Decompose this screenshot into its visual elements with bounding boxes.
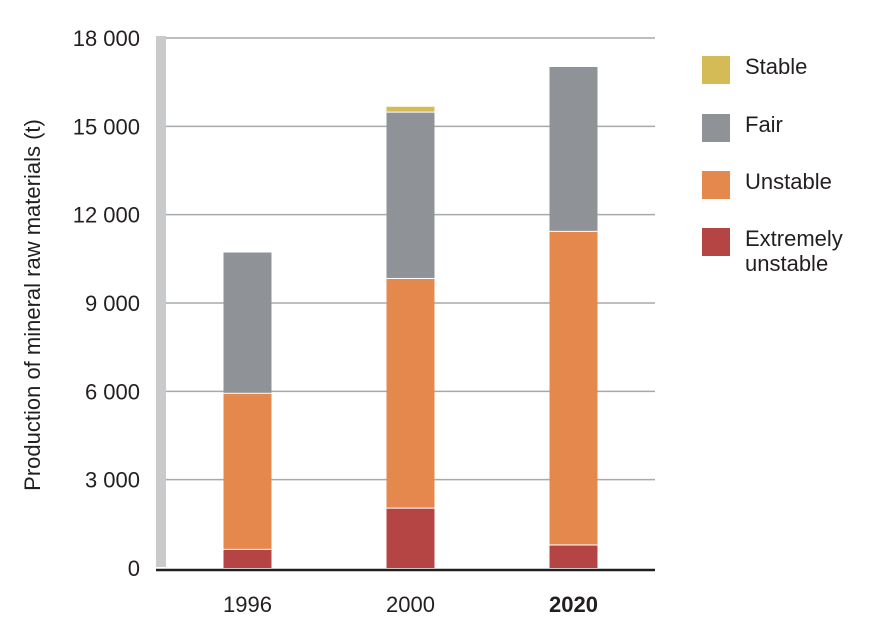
bar-segment [223, 548, 272, 568]
legend-swatch [702, 171, 730, 199]
legend-swatch [702, 56, 730, 84]
y-tick-label: 3 000 [85, 468, 140, 493]
y-axis-bar [156, 36, 166, 567]
y-tick-label: 15 000 [73, 114, 140, 139]
legend-label: Stable [745, 54, 808, 79]
bar-segment [223, 251, 272, 393]
x-tick-labels: 1996 2000 2020 [223, 592, 598, 617]
y-tick-label: 0 [128, 556, 140, 581]
y-tick-label: 6 000 [85, 379, 140, 404]
bar-segment [549, 230, 598, 545]
y-tick-label: 12 000 [73, 203, 140, 228]
x-tick-label: 1996 [223, 592, 272, 617]
y-tick-labels: 0 3 000 6 000 9 000 12 000 15 000 18 000 [73, 26, 140, 581]
bar-segment [223, 392, 272, 549]
legend-label: Fair [745, 112, 783, 137]
bar-segment [549, 544, 598, 568]
legend-label: Unstable [745, 169, 832, 194]
bar-segment [386, 111, 435, 278]
bar-segment [549, 65, 598, 231]
legend-swatch [702, 228, 730, 256]
bar-segment [386, 105, 435, 112]
legend-swatch [702, 114, 730, 142]
legend-label: Extremely unstable [745, 226, 843, 276]
x-tick-label: 2020 [549, 592, 598, 617]
y-tick-label: 9 000 [85, 291, 140, 316]
bar-segment [386, 277, 435, 508]
x-tick-label: 2000 [386, 592, 435, 617]
y-axis-title: Production of mineral raw materials (t) [20, 119, 45, 491]
bar-segment [386, 507, 435, 568]
axes [156, 36, 655, 572]
bars [223, 64, 598, 568]
y-tick-label: 18 000 [73, 26, 140, 51]
